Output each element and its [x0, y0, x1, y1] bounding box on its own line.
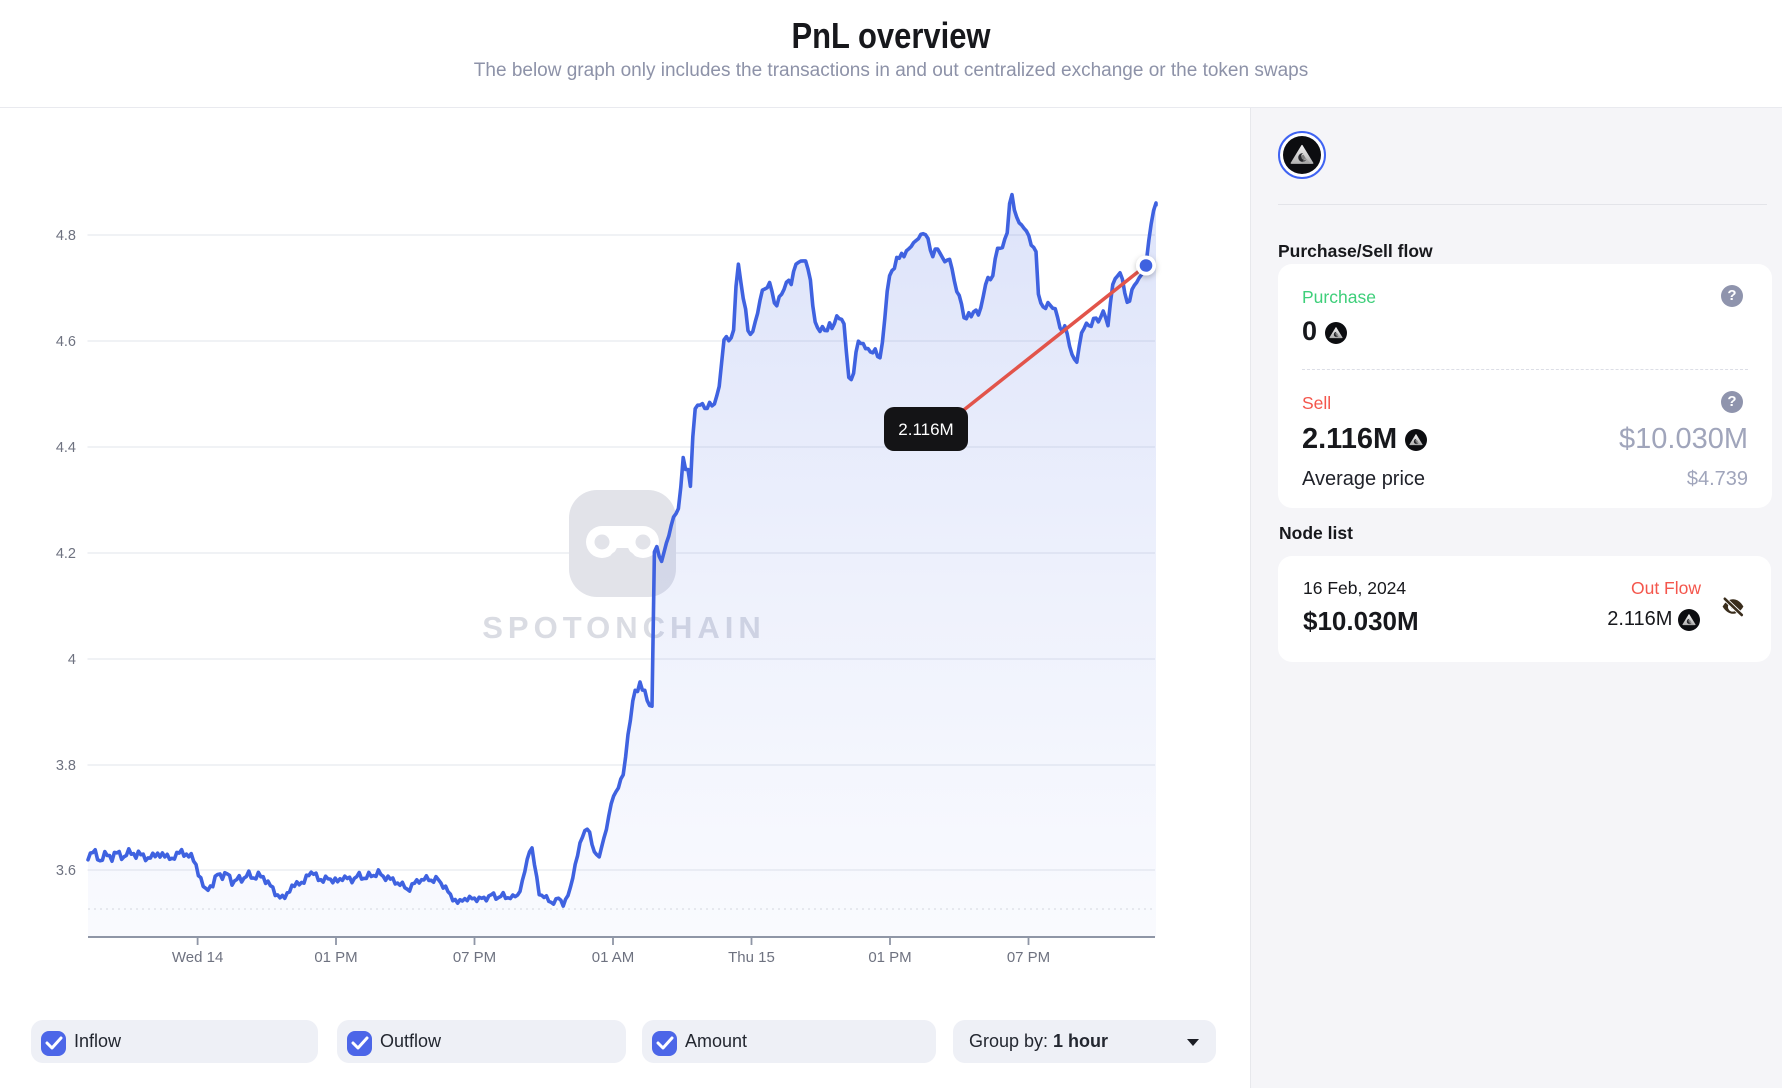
svg-text:Wed 14: Wed 14 — [172, 949, 223, 966]
svg-text:4: 4 — [68, 652, 76, 668]
svg-text:01 PM: 01 PM — [314, 949, 357, 966]
svg-text:07 PM: 07 PM — [453, 949, 496, 966]
svg-text:Thu 15: Thu 15 — [728, 949, 775, 966]
svg-text:07 PM: 07 PM — [1007, 949, 1050, 966]
svg-text:4.4: 4.4 — [56, 440, 76, 456]
svg-text:01 AM: 01 AM — [592, 949, 635, 966]
svg-text:4.6: 4.6 — [56, 334, 76, 350]
svg-text:3.8: 3.8 — [56, 758, 76, 774]
svg-text:4.8: 4.8 — [56, 228, 76, 244]
svg-text:4.2: 4.2 — [56, 546, 76, 562]
svg-text:2.116M: 2.116M — [898, 420, 953, 439]
svg-text:3.6: 3.6 — [56, 863, 76, 879]
svg-text:01 PM: 01 PM — [868, 949, 911, 966]
